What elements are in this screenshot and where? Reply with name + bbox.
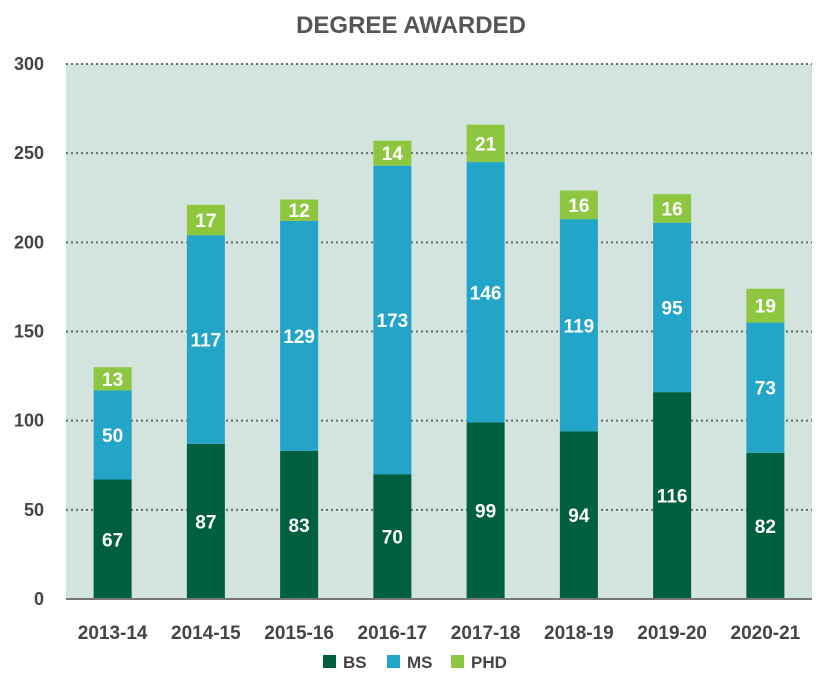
bar-bs-2020-21 [746, 452, 785, 599]
data-label-ms-2015-16: 129 [283, 327, 315, 348]
data-label-bs-2019-20: 116 [657, 487, 688, 508]
x-tick-label: 2017-18 [451, 623, 521, 644]
data-label-phd-2014-15: 17 [195, 211, 216, 232]
data-label-phd-2017-18: 21 [475, 134, 497, 155]
bars: 67 50 13 87 117 17 83 129 12 70 173 14 99 146 21 94 119 1… [93, 124, 785, 599]
y-axis-ticks: 0 50 100 150 200 250 300 [14, 54, 44, 609]
x-tick-label: 2014-15 [171, 623, 241, 644]
data-label-bs-2014-15: 87 [195, 512, 216, 533]
legend-swatch-ms [387, 655, 400, 668]
bar-phd-2015-16 [280, 199, 319, 221]
bar-bs-2017-18 [466, 422, 505, 599]
data-label-bs-2017-18: 99 [475, 502, 496, 523]
data-label-bs-2016-17: 70 [382, 528, 403, 549]
data-label-phd-2013-14: 13 [102, 370, 123, 391]
data-label-bs-2013-14: 67 [102, 530, 123, 551]
data-label-phd-2018-19: 16 [568, 196, 589, 217]
bar-ms-2016-17 [373, 165, 412, 475]
legend-label-ms: MS [407, 653, 433, 672]
y-tick-label: 250 [14, 143, 44, 163]
bar-phd-2020-21 [746, 288, 785, 323]
data-label-ms-2020-21: 73 [755, 379, 776, 400]
data-label-bs-2015-16: 83 [289, 516, 310, 537]
data-label-phd-2015-16: 12 [289, 201, 310, 222]
x-tick-label: 2016-17 [358, 623, 428, 644]
legend-label-bs: BS [343, 653, 367, 672]
data-label-ms-2013-14: 50 [102, 426, 123, 447]
data-label-ms-2019-20: 95 [662, 298, 684, 319]
bar-bs-2019-20 [653, 392, 692, 599]
y-tick-label: 150 [14, 322, 44, 342]
y-tick-label: 50 [24, 500, 44, 520]
data-label-bs-2018-19: 94 [568, 506, 590, 527]
data-label-ms-2014-15: 117 [191, 331, 222, 352]
bar-phd-2013-14 [93, 367, 132, 391]
x-tick-label: 2019-20 [637, 623, 707, 644]
x-tick-label: 2015-16 [264, 623, 334, 644]
y-tick-label: 0 [34, 589, 44, 609]
bar-ms-2017-18 [466, 162, 505, 423]
legend-label-phd: PHD [471, 653, 507, 672]
bar-bs-2014-15 [186, 443, 225, 599]
x-axis-ticks: 2013-14 2014-15 2015-16 2016-17 2017-18 2018-… [78, 623, 801, 644]
bar-phd-2017-18 [466, 124, 505, 163]
bar-bs-2018-19 [559, 431, 598, 599]
data-label-ms-2016-17: 173 [377, 311, 409, 332]
bar-phd-2014-15 [186, 204, 225, 236]
bar-ms-2018-19 [559, 219, 598, 432]
y-tick-label: 200 [14, 232, 44, 252]
data-label-bs-2020-21: 82 [755, 517, 776, 538]
bar-ms-2019-20 [653, 222, 692, 393]
bar-bs-2015-16 [280, 450, 319, 599]
bar-bs-2013-14 [93, 479, 132, 599]
bar-bs-2016-17 [373, 474, 412, 599]
bar-phd-2018-19 [559, 190, 598, 220]
data-label-phd-2019-20: 16 [662, 199, 683, 220]
legend-swatch-phd [451, 655, 464, 668]
data-label-phd-2016-17: 14 [382, 144, 404, 165]
bar-ms-2013-14 [93, 390, 132, 480]
y-tick-label: 100 [14, 411, 44, 431]
bar-ms-2014-15 [186, 235, 225, 444]
x-tick-label: 2018-19 [544, 623, 614, 644]
y-tick-label: 300 [14, 54, 44, 74]
legend-swatch-bs [323, 655, 336, 668]
chart-title: DEGREE AWARDED [296, 12, 526, 39]
legend: BS MS PHD [323, 653, 507, 672]
bar-ms-2020-21 [746, 322, 785, 453]
data-label-ms-2018-19: 119 [564, 316, 595, 337]
data-label-phd-2020-21: 19 [755, 297, 776, 318]
bar-phd-2019-20 [653, 194, 692, 223]
bar-phd-2016-17 [373, 140, 412, 166]
x-tick-label: 2013-14 [78, 623, 148, 644]
x-tick-label: 2020-21 [731, 623, 801, 644]
data-label-ms-2017-18: 146 [470, 283, 502, 304]
bar-ms-2015-16 [280, 220, 319, 451]
